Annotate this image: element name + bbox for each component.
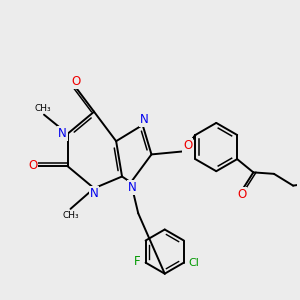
Text: N: N: [140, 113, 148, 126]
Text: Cl: Cl: [189, 258, 200, 268]
Text: O: O: [183, 139, 192, 152]
Text: O: O: [237, 188, 246, 201]
Text: O: O: [71, 75, 80, 88]
Text: CH₃: CH₃: [62, 211, 79, 220]
Text: N: N: [90, 187, 98, 200]
Text: F: F: [134, 255, 141, 268]
Text: O: O: [28, 159, 38, 172]
Text: CH₃: CH₃: [34, 104, 51, 113]
Text: N: N: [58, 127, 67, 140]
Text: N: N: [128, 181, 137, 194]
